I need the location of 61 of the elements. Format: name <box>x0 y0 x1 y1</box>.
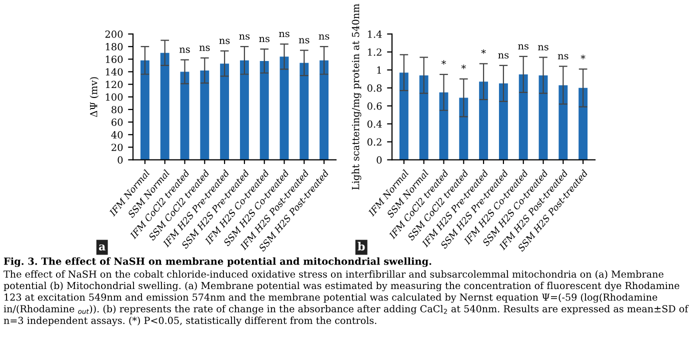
bar <box>260 61 269 160</box>
bar <box>300 62 309 160</box>
data-label: ns <box>298 38 310 44</box>
data-label: ns <box>219 38 230 44</box>
data-label: ns <box>558 54 568 60</box>
data-label: ns <box>259 36 270 42</box>
bar <box>140 60 150 160</box>
y-tick-label: 0 <box>118 156 123 164</box>
bar <box>479 82 488 160</box>
y-tick-label: 20 <box>112 144 123 152</box>
y-tick-label: 120 <box>106 80 123 88</box>
bar <box>160 52 170 160</box>
data-label: ns <box>518 44 528 50</box>
data-label: ns <box>538 45 548 50</box>
y-tick-label: 160 <box>106 56 123 63</box>
bar <box>459 98 468 160</box>
text: b <box>358 242 365 251</box>
bar <box>439 92 448 160</box>
y-axis-title: ΔΨ (mv) <box>90 77 99 117</box>
bar <box>240 60 249 160</box>
y-tick-label: 140 <box>106 68 123 76</box>
data-label: * <box>481 49 486 54</box>
text: a <box>98 244 106 251</box>
data-label: ns <box>199 46 210 51</box>
data-label: ns <box>239 34 250 40</box>
y-axis-title: Light scattering/mg protein at 540nm <box>352 4 362 190</box>
bar <box>518 74 528 160</box>
bar <box>399 72 408 160</box>
data-label: * <box>580 54 586 60</box>
y-tick-label: 0.4 <box>367 120 382 128</box>
y-tick-label: 60 <box>112 118 123 126</box>
y-tick-label: 180 <box>106 43 123 50</box>
data-label: * <box>441 60 446 65</box>
y-tick-label: 0.8 <box>367 84 382 92</box>
y-tick-label: 80 <box>112 106 123 114</box>
bar <box>538 75 548 160</box>
bar <box>180 72 190 160</box>
y-tick-label: 100 <box>106 93 123 101</box>
y-tick-label: 200 <box>105 30 123 38</box>
bar <box>578 88 588 160</box>
bar <box>419 75 428 160</box>
bar <box>220 64 230 160</box>
data-label: * <box>461 64 466 70</box>
bar <box>498 83 508 160</box>
bar <box>280 56 289 160</box>
data-label: ns <box>318 34 330 40</box>
data-label: ns <box>278 32 290 38</box>
caption: Fig. 3. The effect of NaSH on membrane potential and mitochondrial swelling. <box>4 257 432 267</box>
data-label: ns <box>498 53 509 59</box>
y-tick-label: 1.4 <box>368 30 382 38</box>
y-tick-label: 40 <box>111 131 123 138</box>
y-tick-label: 0.6 <box>367 102 382 110</box>
y-tick-label: 1.2 <box>368 48 382 56</box>
y-tick-label: 0.2 <box>367 138 382 146</box>
data-label: ns <box>179 48 190 53</box>
text: The effect of NaSH on the cobalt chloride-induced oxidative stress on interfibrillar and subsarcolemmal mitochondria on (a) Membrane potential (b) Mitochondrial swelling. (a) Membrane potential was estimated by measuring the concentration of fluorescent dye Rhodamine 123 at excitation 549nm and emission 574nm and the membrane potential was calculated by Nernst equation Ψ=(-59 (log(Rhodamine in/(Rhodamine $_{out}$)). (b) represents the rate of change in the absorbance after adding CaCl$_{2}$ at 540nm. Results are expressed as mean±SD of n=3 independent assays. (*) P<0.05, statistically different from the controls. <box>4 270 689 326</box>
y-tick-label: 0 <box>376 156 382 164</box>
y-tick-label: 1 <box>377 66 381 74</box>
bar <box>320 60 329 160</box>
bar <box>558 85 568 160</box>
bar <box>200 70 210 160</box>
